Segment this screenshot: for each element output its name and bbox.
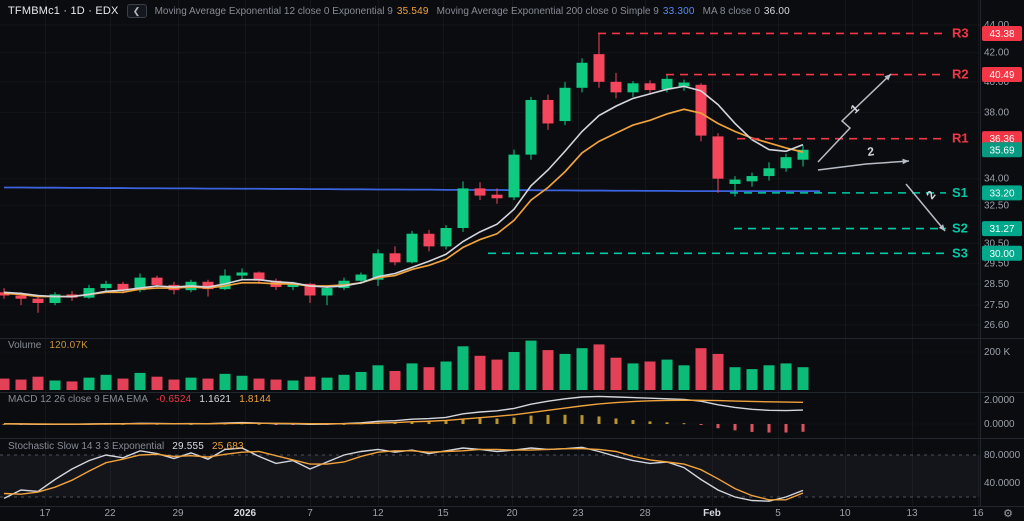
svg-text:200 K: 200 K	[984, 347, 1010, 358]
svg-text:80.0000: 80.0000	[984, 450, 1021, 461]
svg-text:29.50: 29.50	[984, 258, 1009, 269]
svg-text:44.00: 44.00	[984, 20, 1009, 31]
svg-text:15: 15	[437, 508, 449, 519]
macd-panel: 2.0000 0.0000	[0, 395, 1015, 433]
stochastic-panel: 80.0000 40.0000	[0, 446, 1021, 502]
svg-text:38.00: 38.00	[984, 107, 1009, 118]
svg-text:S2: S2	[952, 221, 968, 236]
svg-text:13: 13	[906, 508, 918, 519]
chart-legend: TFMBMc1 · 1D · EDX ❮ Moving Average Expo…	[8, 4, 790, 18]
svg-text:40.0000: 40.0000	[984, 478, 1021, 489]
svg-text:34.00: 34.00	[984, 174, 1009, 185]
svg-text:32.50: 32.50	[984, 201, 1009, 212]
svg-text:33.20: 33.20	[989, 188, 1014, 199]
projection-arrows: 122	[817, 73, 946, 232]
svg-text:28.50: 28.50	[984, 279, 1009, 290]
macd-line-value: 1.1621	[199, 394, 232, 405]
svg-text:12: 12	[372, 508, 384, 519]
svg-text:5: 5	[775, 508, 781, 519]
volume-legend[interactable]: Volume 120.07K	[8, 340, 88, 351]
svg-text:7: 7	[307, 508, 313, 519]
svg-text:R1: R1	[952, 131, 969, 146]
svg-text:16: 16	[972, 508, 984, 519]
indicator-value: 36.00	[763, 5, 790, 17]
indicator-label: Moving Average Exponential 12 close 0 Ex…	[154, 5, 393, 17]
volume-value: 120.07K	[49, 340, 89, 351]
svg-text:Feb: Feb	[703, 508, 721, 519]
indicator-value: 35.549	[396, 5, 429, 17]
svg-text:31.27: 31.27	[989, 224, 1014, 235]
svg-text:29: 29	[172, 508, 184, 519]
indicator-legend-ma8[interactable]: MA 8 close 0 36.00	[703, 6, 790, 17]
support-resistance-levels[interactable]: R3 R2 R1 S1 S2 S3	[488, 25, 969, 260]
ma8-line[interactable]	[3, 85, 804, 298]
indicator-value: 33.300	[662, 5, 695, 17]
settings-gear-icon[interactable]: ⚙	[1003, 508, 1013, 520]
chevron-left-icon: ❮	[132, 5, 141, 16]
svg-text:28: 28	[639, 508, 651, 519]
svg-text:26.60: 26.60	[984, 320, 1009, 331]
svg-text:2.0000: 2.0000	[984, 395, 1015, 406]
svg-text:0.0000: 0.0000	[984, 419, 1015, 430]
volume-panel: 200 K	[0, 340, 1010, 390]
svg-text:40.00: 40.00	[984, 77, 1009, 88]
macd-legend[interactable]: MACD 12 26 close 9 EMA EMA -0.6524 1.162…	[8, 394, 271, 405]
ema200-line[interactable]	[4, 186, 820, 192]
svg-text:35.69: 35.69	[989, 145, 1014, 156]
svg-text:2026: 2026	[234, 508, 257, 519]
stochastic-k-value: 29.555	[172, 441, 205, 452]
svg-text:43.38: 43.38	[989, 29, 1014, 40]
svg-text:2: 2	[866, 144, 875, 159]
svg-text:10: 10	[839, 508, 851, 519]
indicator-label: MA 8 close 0	[702, 5, 760, 17]
macd-signal-value: 1.8144	[239, 394, 271, 405]
svg-text:17: 17	[39, 508, 51, 519]
svg-text:S1: S1	[952, 185, 968, 200]
indicator-legend-ema12[interactable]: Moving Average Exponential 12 close 0 Ex…	[155, 6, 429, 17]
svg-text:30.00: 30.00	[989, 249, 1014, 260]
stochastic-legend[interactable]: Stochastic Slow 14 3 3 Exponential 29.55…	[8, 441, 244, 452]
stochastic-d-value: 25.683	[212, 441, 244, 452]
svg-text:R2: R2	[952, 67, 969, 82]
svg-text:30.50: 30.50	[984, 238, 1009, 249]
price-axis[interactable]: 44.00 42.00 40.00 38.00 34.00 32.50 30.50 29.50…	[982, 20, 1022, 331]
svg-text:40.49: 40.49	[989, 70, 1014, 81]
panel-separators	[0, 0, 1024, 507]
svg-text:2: 2	[923, 188, 938, 202]
collapse-indicators-button[interactable]: ❮	[126, 4, 147, 18]
svg-text:27.50: 27.50	[984, 300, 1009, 311]
svg-text:20: 20	[506, 508, 518, 519]
svg-text:22: 22	[104, 508, 116, 519]
indicator-label: Moving Average Exponential 200 close 0 S…	[436, 5, 659, 17]
svg-text:S3: S3	[952, 245, 968, 260]
ema12-line[interactable]	[3, 108, 804, 298]
svg-text:42.00: 42.00	[984, 48, 1009, 59]
macd-label: MACD 12 26 close 9 EMA EMA	[8, 394, 149, 405]
time-axis[interactable]: 17 22 29 2026 7 12 15 20 23 28 Feb 5 10 13 16 ⚙	[39, 508, 1013, 520]
stochastic-label: Stochastic Slow 14 3 3 Exponential	[8, 441, 165, 452]
svg-text:36.36: 36.36	[989, 134, 1014, 145]
volume-label: Volume	[8, 340, 42, 351]
indicator-legend-ema200[interactable]: Moving Average Exponential 200 close 0 S…	[437, 6, 695, 17]
svg-text:23: 23	[572, 508, 584, 519]
macd-hist-value: -0.6524	[156, 394, 192, 405]
svg-text:R3: R3	[952, 25, 969, 40]
symbol-title[interactable]: TFMBMc1 · 1D · EDX	[8, 5, 119, 17]
